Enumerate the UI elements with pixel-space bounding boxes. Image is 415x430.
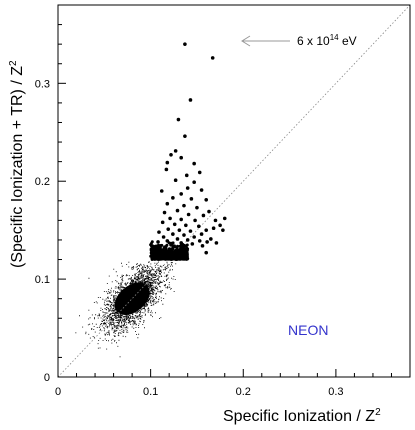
data-point bbox=[200, 244, 205, 248]
data-point bbox=[171, 196, 175, 200]
data-point bbox=[201, 213, 206, 218]
band-points bbox=[149, 240, 190, 261]
data-point bbox=[199, 188, 204, 192]
data-point bbox=[184, 223, 188, 228]
data-point bbox=[166, 227, 171, 231]
panel-label-neon: NEON bbox=[288, 322, 328, 338]
y-axis-label: (Specific Ionization + TR) / Z2 bbox=[8, 60, 26, 268]
cloud-scatter bbox=[75, 261, 177, 358]
data-point bbox=[182, 203, 186, 208]
data-point bbox=[213, 218, 218, 223]
data-point bbox=[192, 161, 196, 166]
data-point bbox=[179, 155, 183, 160]
data-point bbox=[197, 224, 201, 229]
data-point bbox=[204, 250, 209, 255]
x-tick-label: 0.2 bbox=[236, 386, 251, 398]
data-point bbox=[177, 228, 182, 232]
annotation-arrow-head bbox=[241, 35, 251, 47]
data-point bbox=[222, 216, 227, 221]
data-point bbox=[160, 220, 165, 225]
y-tick-label: 0 bbox=[44, 372, 50, 384]
data-point bbox=[183, 42, 187, 46]
data-point bbox=[175, 237, 180, 241]
y-tick-label: 0.1 bbox=[35, 274, 50, 286]
data-point bbox=[168, 216, 172, 221]
x-tick-label: 0 bbox=[55, 386, 61, 398]
data-point bbox=[179, 217, 183, 222]
data-points bbox=[156, 42, 227, 255]
reference-diagonal-line bbox=[57, 4, 411, 378]
data-point bbox=[218, 223, 222, 228]
data-point bbox=[173, 178, 178, 183]
data-point bbox=[188, 229, 193, 233]
axis-ticks: 0 0.1 0.2 0.3 0 0.1 0.2 0.3 bbox=[35, 4, 411, 398]
data-point bbox=[185, 186, 190, 190]
data-point bbox=[186, 212, 191, 217]
plot-frame bbox=[57, 4, 411, 378]
data-point bbox=[207, 209, 211, 214]
data-point bbox=[171, 232, 175, 236]
x-axis-label: Specific Ionization / Z2 bbox=[223, 407, 381, 425]
data-point bbox=[209, 237, 213, 241]
data-point bbox=[204, 228, 209, 232]
data-point bbox=[156, 240, 160, 244]
x-tick-label: 0.1 bbox=[143, 386, 158, 398]
background-point-cloud bbox=[75, 261, 177, 358]
y-tick-label: 0.3 bbox=[35, 78, 50, 90]
x-tick-label: 0.3 bbox=[328, 386, 343, 398]
dense-point-band bbox=[149, 240, 190, 261]
data-point bbox=[157, 230, 161, 234]
data-point bbox=[164, 167, 169, 172]
y-tick-label: 0.2 bbox=[35, 176, 50, 188]
data-point bbox=[211, 226, 216, 230]
data-point bbox=[182, 233, 186, 237]
data-point bbox=[204, 198, 209, 202]
data-point bbox=[197, 239, 202, 243]
data-point bbox=[205, 240, 209, 244]
data-point bbox=[184, 173, 189, 178]
data-point bbox=[169, 152, 173, 157]
data-point bbox=[172, 222, 177, 227]
data-point bbox=[189, 197, 194, 201]
data-point bbox=[197, 170, 202, 175]
data-point bbox=[195, 205, 199, 210]
data-point bbox=[159, 189, 164, 193]
data-point bbox=[214, 241, 219, 245]
data-point bbox=[221, 228, 225, 232]
data-point bbox=[175, 208, 180, 213]
data-point bbox=[165, 160, 170, 165]
data-point bbox=[162, 210, 167, 215]
data-point bbox=[190, 242, 195, 246]
data-point bbox=[210, 56, 215, 60]
data-point bbox=[192, 235, 196, 239]
data-point bbox=[183, 134, 187, 138]
data-point bbox=[161, 235, 166, 239]
data-point bbox=[185, 238, 190, 242]
data-point bbox=[192, 180, 196, 184]
data-point bbox=[179, 192, 183, 196]
annotation-label: 6 x 1014 eV bbox=[297, 33, 357, 48]
data-point bbox=[193, 218, 197, 223]
data-point bbox=[165, 201, 170, 206]
data-point bbox=[188, 98, 193, 102]
data-point bbox=[176, 117, 181, 122]
data-point bbox=[199, 232, 204, 236]
data-point bbox=[173, 149, 178, 153]
